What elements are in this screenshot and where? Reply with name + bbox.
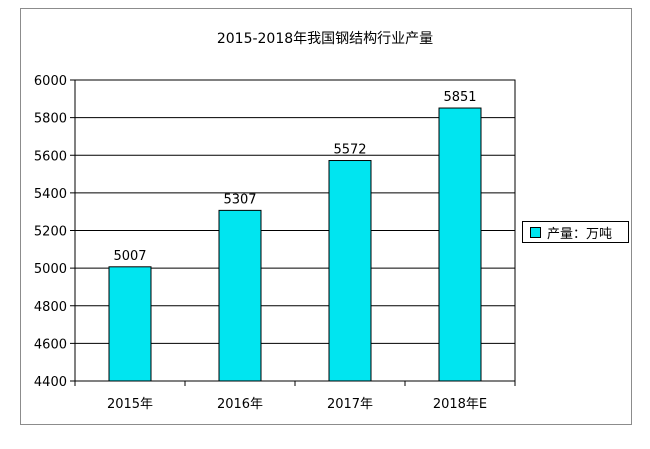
x-tick-label: 2018年E xyxy=(433,397,487,412)
legend-label: 产量：万吨 xyxy=(547,226,613,242)
x-tick-label: 2016年 xyxy=(217,397,263,412)
y-tick-label: 4400 xyxy=(34,375,67,390)
data-label: 5007 xyxy=(113,249,146,264)
y-tick-label: 5400 xyxy=(34,187,67,202)
bar xyxy=(328,160,372,382)
y-tick-label: 5200 xyxy=(34,225,67,240)
bar xyxy=(438,107,482,382)
x-tick-label: 2015年 xyxy=(107,397,153,412)
x-tick-label: 2017年 xyxy=(327,397,373,412)
y-tick-label: 5600 xyxy=(34,149,67,164)
y-tick-label: 6000 xyxy=(34,74,67,89)
legend-swatch xyxy=(530,226,541,238)
y-tick-label: 4800 xyxy=(34,300,67,315)
chart-title: 2015-2018年我国钢结构行业产量 xyxy=(216,31,434,47)
bar xyxy=(108,266,152,382)
legend: 产量：万吨 xyxy=(522,221,629,243)
bar xyxy=(218,209,262,382)
y-tick-label: 5000 xyxy=(34,262,67,277)
data-label: 5572 xyxy=(333,143,366,158)
data-label: 5851 xyxy=(443,90,476,105)
y-tick-label: 5800 xyxy=(34,112,67,127)
data-label: 5307 xyxy=(223,192,256,207)
y-tick-label: 4600 xyxy=(34,337,67,352)
